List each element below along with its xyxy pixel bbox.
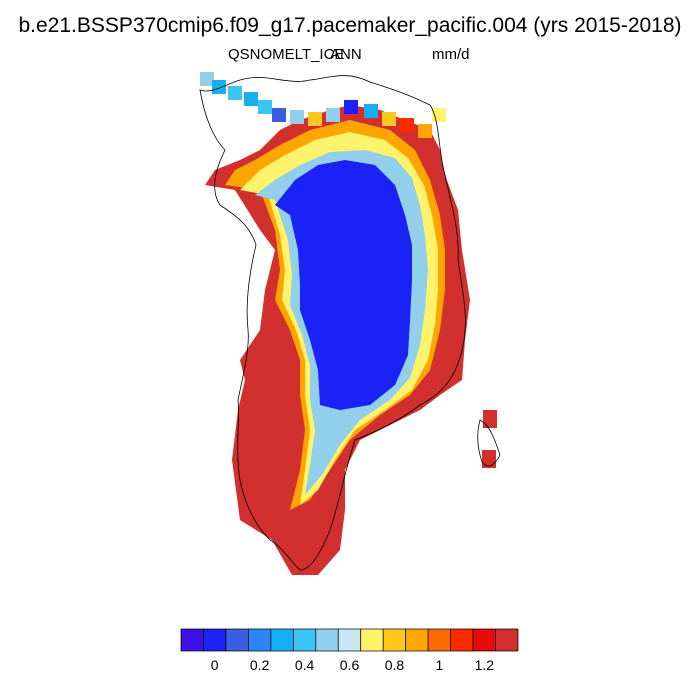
map-cell (228, 86, 242, 100)
colorbar-swatch (360, 628, 384, 652)
map-field (200, 72, 497, 575)
colorbar-swatch (337, 628, 362, 652)
colorbar-swatch (382, 628, 407, 652)
coastline (199, 75, 501, 571)
map-cell (344, 100, 358, 114)
colorbar-swatch (292, 628, 317, 652)
units-label: mm/d (432, 46, 470, 63)
map-cell (364, 104, 378, 118)
colorbar-swatch (248, 628, 272, 652)
colorbar-swatch (315, 628, 339, 652)
map-cell (258, 100, 272, 114)
colorbar-swatch (450, 628, 474, 652)
map-cell (482, 450, 496, 468)
colorbar-tick-label: 0.4 (295, 657, 315, 673)
colorbar-swatch (225, 628, 249, 652)
colorbar-tick-label: 0 (211, 657, 219, 673)
colorbar-swatch (427, 628, 451, 652)
map-cell (382, 112, 396, 126)
colorbar-swatch (180, 628, 204, 652)
map-cell (308, 112, 322, 126)
colorbar-tick-label: 1 (435, 657, 443, 673)
colorbar-swatch (270, 628, 294, 652)
colorbar-tick-label: 0.2 (250, 657, 270, 673)
variable-label: QSNOMELT_ICE (228, 46, 345, 63)
map-cell (290, 110, 304, 124)
map-cell (272, 108, 286, 122)
colorbar (180, 628, 519, 652)
colorbar-tick-label: 0.8 (385, 657, 405, 673)
colorbar-tick-label: 0.6 (340, 657, 360, 673)
colorbar-swatch (405, 628, 429, 652)
interior-ice-sheet (275, 160, 412, 410)
map-cell (212, 80, 226, 94)
map-cell (483, 410, 497, 428)
colorbar-ticks: 0 0.2 0.4 0.6 0.8 1 1.2 (211, 657, 494, 673)
colorbar-swatch (203, 628, 227, 652)
map-cell (432, 108, 446, 122)
map-cell (326, 108, 340, 122)
map-cell (244, 92, 258, 106)
season-label: ANN (330, 46, 362, 63)
colorbar-swatch (495, 628, 519, 652)
map-cell (200, 72, 214, 86)
plot-title: b.e21.BSSP370cmip6.f09_g17.pacemaker_pac… (18, 14, 682, 37)
map-cell (418, 124, 432, 138)
map-cell (400, 118, 414, 132)
colorbar-tick-label: 1.2 (475, 657, 495, 673)
colorbar-swatch (472, 628, 496, 652)
